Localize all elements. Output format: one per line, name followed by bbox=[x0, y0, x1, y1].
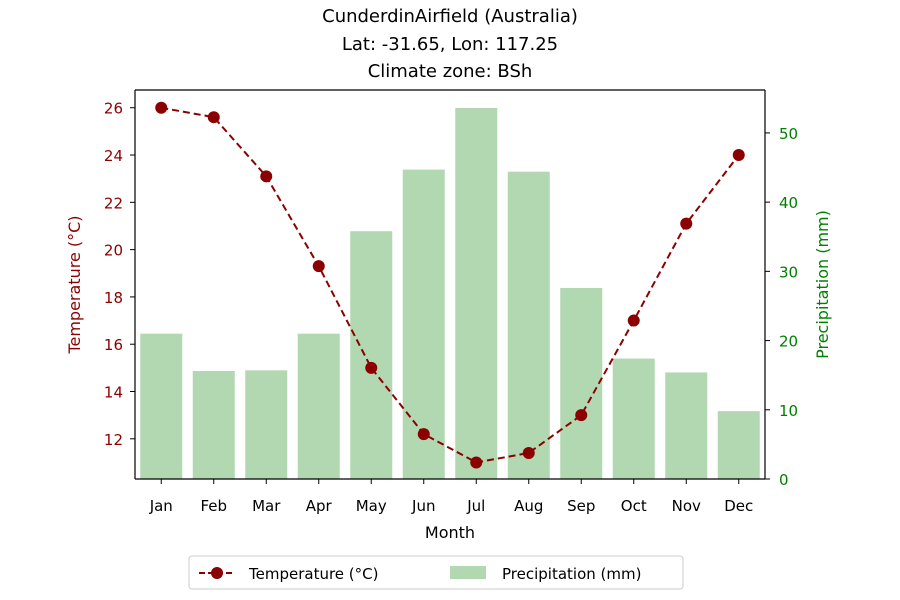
x-tick-label-jul: Jul bbox=[466, 497, 485, 515]
precipitation-bar-oct bbox=[612, 358, 655, 479]
y-right-tick-label: 40 bbox=[779, 194, 798, 212]
y-left-tick-label: 22 bbox=[104, 194, 123, 212]
x-tick-label-dec: Dec bbox=[724, 497, 753, 515]
precipitation-bar-mar bbox=[245, 370, 288, 479]
y-left-tick-label: 20 bbox=[104, 242, 123, 260]
y-left-tick-label: 24 bbox=[104, 147, 123, 165]
y-right-tick-label: 20 bbox=[779, 333, 798, 351]
temperature-point-jul bbox=[470, 456, 483, 469]
x-tick-label-feb: Feb bbox=[200, 497, 227, 515]
temperature-point-may bbox=[365, 361, 378, 374]
temperature-point-dec bbox=[732, 149, 745, 162]
y-right-tick-label: 10 bbox=[779, 402, 798, 420]
legend-precipitation-label: Precipitation (mm) bbox=[502, 565, 641, 583]
legend-temperature-marker bbox=[211, 567, 223, 579]
y-left-tick-label: 18 bbox=[104, 289, 123, 307]
chart-title-line-1: CunderdinAirfield (Australia) bbox=[322, 6, 578, 27]
x-tick-label-sep: Sep bbox=[567, 497, 595, 515]
temperature-point-jan bbox=[155, 101, 168, 114]
y-right-tick-label: 0 bbox=[779, 471, 789, 489]
precipitation-bar-may bbox=[350, 231, 393, 479]
y-axis-right-label: Precipitation (mm) bbox=[813, 210, 832, 359]
precipitation-bar-sep bbox=[560, 287, 603, 479]
chart-title-line-3: Climate zone: BSh bbox=[368, 61, 533, 82]
temperature-point-oct bbox=[627, 314, 640, 327]
chart-title-line-2: Lat: -31.65, Lon: 117.25 bbox=[342, 34, 558, 55]
precipitation-bar-jun bbox=[402, 169, 445, 479]
legend-temperature-label: Temperature (°C) bbox=[248, 565, 378, 583]
temperature-line bbox=[161, 106, 740, 464]
y-right-tick-label: 30 bbox=[779, 263, 798, 281]
legend-precipitation-swatch bbox=[450, 566, 486, 579]
x-tick-label-jun: Jun bbox=[411, 497, 435, 515]
y-left-tick-label: 12 bbox=[104, 431, 123, 449]
x-tick-label-mar: Mar bbox=[252, 497, 281, 515]
y-left-tick-label: 26 bbox=[104, 100, 123, 118]
legend: Temperature (°C) Precipitation (mm) bbox=[188, 555, 684, 590]
x-tick-label-oct: Oct bbox=[621, 497, 647, 515]
precipitation-bar-jul bbox=[455, 107, 498, 479]
temperature-point-jun bbox=[417, 428, 430, 441]
axes: Jan Feb Mar Apr May Jun Jul Aug Sep Oct Nov Dec 12 14… bbox=[104, 89, 798, 515]
x-axis-label: Month bbox=[425, 523, 475, 542]
precipitation-bar-dec bbox=[717, 411, 760, 479]
y-left-tick-label: 16 bbox=[104, 336, 123, 354]
y-left-tick-label: 14 bbox=[104, 384, 123, 402]
precipitation-bar-apr bbox=[297, 333, 340, 479]
precipitation-bar-nov bbox=[665, 372, 708, 479]
temperature-point-feb bbox=[207, 111, 220, 124]
temperature-point-apr bbox=[312, 260, 325, 273]
precipitation-bar-aug bbox=[507, 171, 550, 480]
x-tick-label-may: May bbox=[356, 497, 387, 515]
x-tick-label-aug: Aug bbox=[514, 497, 543, 515]
precipitation-bar-feb bbox=[192, 371, 235, 479]
temperature-point-aug bbox=[522, 446, 535, 459]
temperature-line-layer bbox=[155, 101, 745, 469]
x-tick-label-apr: Apr bbox=[306, 497, 333, 515]
chart-title: CunderdinAirfield (Australia) Lat: -31.6… bbox=[322, 6, 578, 82]
y-axis-left-label: Temperature (°C) bbox=[65, 215, 84, 354]
precipitation-bars bbox=[140, 107, 760, 480]
precipitation-bar-jan bbox=[140, 333, 183, 479]
y-right-tick-label: 50 bbox=[779, 125, 798, 143]
x-tick-label-jan: Jan bbox=[149, 497, 173, 515]
temperature-point-nov bbox=[680, 217, 693, 230]
legend-frame bbox=[188, 555, 684, 590]
temperature-point-mar bbox=[260, 170, 273, 183]
temperature-point-sep bbox=[575, 409, 588, 422]
x-tick-label-nov: Nov bbox=[672, 497, 701, 515]
